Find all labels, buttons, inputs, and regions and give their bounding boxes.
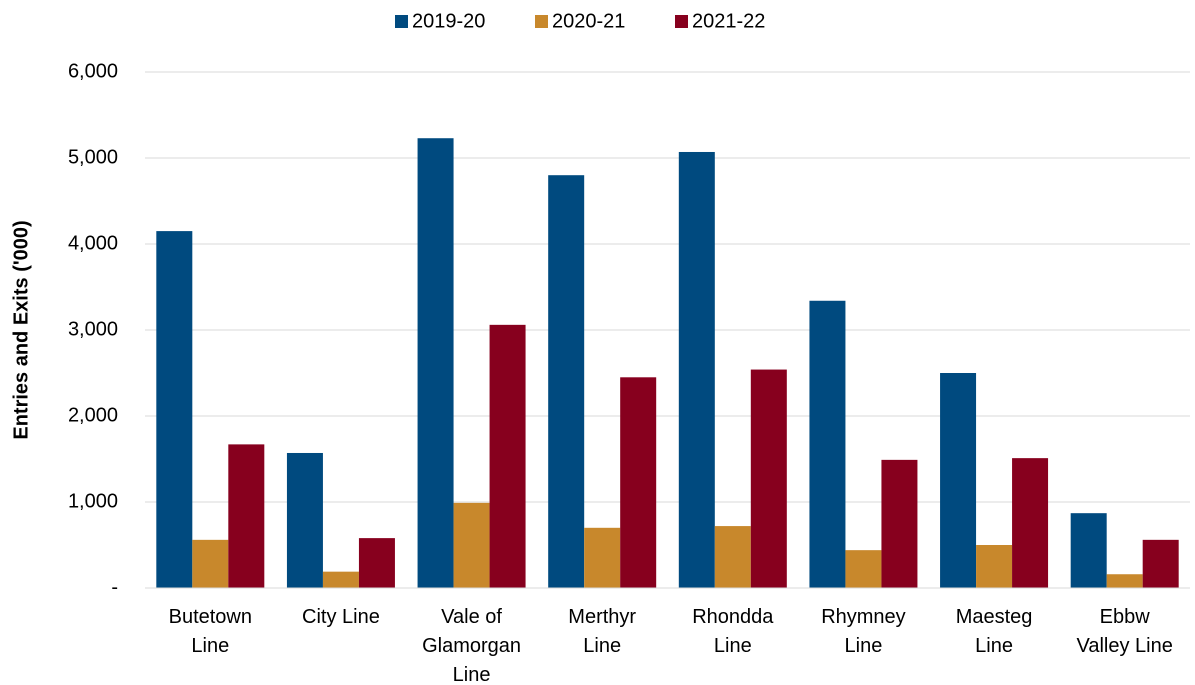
x-tick-label: Butetown Line — [169, 606, 252, 657]
legend-label: 2021-22 — [692, 10, 765, 32]
y-tick-label: 1,000 — [68, 490, 118, 512]
y-axis-title: Entries and Exits ('000) — [10, 220, 32, 439]
bar — [286, 452, 323, 588]
bar — [584, 527, 621, 588]
bar — [1106, 574, 1143, 588]
bar — [548, 175, 585, 588]
y-tick-label: 5,000 — [68, 146, 118, 168]
y-tick-label: 6,000 — [68, 60, 118, 82]
bar — [417, 138, 454, 588]
bar — [489, 324, 526, 588]
bar — [453, 502, 490, 588]
bar — [322, 571, 359, 588]
legend-label: 2020-21 — [552, 10, 625, 32]
x-tick-label: City Line — [302, 606, 380, 628]
bar — [620, 377, 657, 588]
bar — [881, 459, 918, 588]
y-tick-label: - — [111, 576, 118, 598]
bar — [358, 538, 395, 588]
bar — [809, 300, 846, 588]
bar — [976, 545, 1013, 588]
x-tick-label: Rhondda Line — [692, 606, 774, 657]
y-tick-label: 4,000 — [68, 232, 118, 254]
y-tick-label: 2,000 — [68, 404, 118, 426]
legend-swatch — [535, 15, 548, 28]
bar — [192, 539, 229, 588]
x-tick-label: Maesteg Line — [956, 606, 1033, 657]
bar — [714, 526, 751, 588]
bar — [940, 373, 977, 588]
bar — [228, 444, 265, 588]
bar — [1142, 539, 1179, 588]
bar — [1012, 458, 1049, 588]
x-tick-label: Ebbw Valley Line — [1077, 606, 1173, 657]
legend-swatch — [675, 15, 688, 28]
legend-swatch — [395, 15, 408, 28]
bar — [156, 231, 193, 588]
legend-label: 2019-20 — [412, 10, 485, 32]
x-tick-label: Vale of Glamorgan Line — [422, 606, 521, 685]
bar — [845, 550, 882, 588]
x-tick-label: Merthyr Line — [568, 606, 636, 657]
bar — [750, 369, 787, 588]
bar — [678, 151, 715, 589]
x-tick-label: Rhymney Line — [821, 606, 905, 657]
y-tick-label: 3,000 — [68, 318, 118, 340]
bar — [1070, 513, 1107, 588]
